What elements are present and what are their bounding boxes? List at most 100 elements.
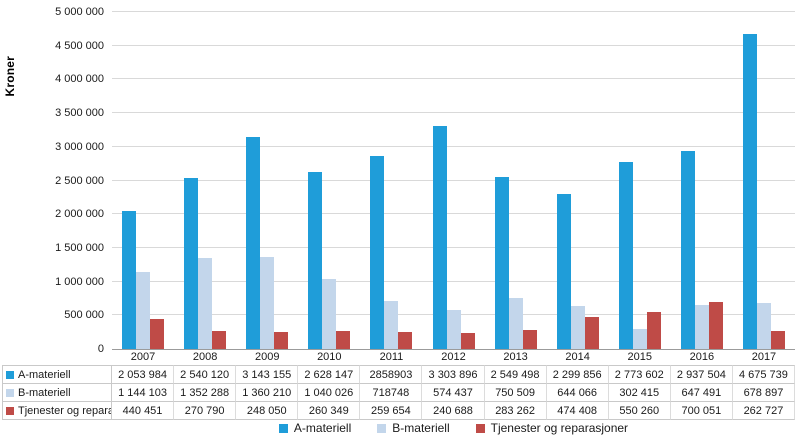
x-axis-label: 2012	[441, 351, 466, 363]
bar-Tjenester og reparasjoner-2009	[274, 332, 289, 349]
y-tick-label: 2 000 000	[55, 208, 104, 221]
bar-B-materiell-2011	[384, 300, 399, 349]
gridline	[112, 280, 795, 282]
bar-A-materiell-2015	[618, 162, 633, 349]
series-row-header: Tjenester og reparasjoner	[2, 402, 112, 420]
table-cell: 440 451	[112, 402, 175, 420]
bar-Tjenester og reparasjoner-2015	[646, 311, 661, 349]
legend-item: A-materiell	[278, 421, 351, 435]
x-axis-label: 2015	[627, 351, 652, 363]
bar-B-materiell-2012	[446, 310, 461, 349]
legend-item: Tjenester og reparasjoner	[475, 421, 629, 435]
x-axis-label: 2017	[751, 351, 777, 363]
table-cell: 647 491	[670, 384, 733, 402]
bar-Tjenester og reparasjoner-2008	[212, 330, 227, 349]
bar-group-2013	[485, 12, 547, 349]
bar-group-2010	[298, 12, 360, 349]
table-cell: 718748	[360, 384, 423, 402]
x-axis-label: 2009	[254, 351, 280, 363]
series-key-icon	[6, 388, 14, 397]
series-row-header: B-materiell	[2, 384, 112, 402]
bar-B-materiell-2008	[198, 257, 213, 349]
y-tick-label: 5 000 000	[55, 6, 104, 18]
legend-key-icon	[377, 423, 387, 433]
y-tick-label: 500 000	[64, 309, 104, 322]
table-cell: 1 144 103	[112, 384, 175, 402]
bar-A-materiell-2016	[680, 151, 695, 349]
legend-label: B-materiell	[392, 421, 450, 435]
y-tick-label: 0	[97, 343, 104, 355]
bar-A-materiell-2013	[494, 177, 509, 349]
table-cell: 3 143 155	[236, 365, 299, 384]
bar-B-materiell-2013	[508, 298, 523, 349]
gridline	[112, 179, 795, 181]
bar-B-materiell-2007	[136, 271, 151, 349]
table-cell: 550 260	[608, 402, 671, 420]
legend-label: Tjenester og reparasjoner	[490, 421, 629, 435]
table-cell: 1 352 288	[174, 384, 237, 402]
table-cell: 3 303 896	[422, 365, 485, 384]
table-cell: 248 050	[236, 402, 299, 420]
series-row-header: A-materiell	[2, 365, 112, 384]
bar-Tjenester og reparasjoner-2010	[336, 331, 351, 349]
table-cell: 474 408	[546, 402, 609, 420]
table-cell: 283 262	[484, 402, 547, 420]
gridline	[112, 246, 795, 248]
bar-group-2012	[422, 12, 484, 349]
bar-B-materiell-2016	[694, 305, 709, 349]
x-axis-label: 2016	[689, 351, 715, 363]
bar-Tjenester og reparasjoner-2011	[398, 331, 413, 349]
gridline	[112, 44, 795, 46]
bar-group-2015	[609, 12, 671, 349]
series-row-label: A-materiell	[18, 368, 71, 381]
y-tick-label: 2 500 000	[55, 174, 104, 187]
bar-A-materiell-2009	[246, 137, 261, 349]
data-table: 2007 2008 2009 2010 2011 2012 2013 2014 2015 2016…	[2, 349, 795, 420]
x-axis-label: 2011	[379, 351, 404, 363]
y-tick-label: 1 500 000	[55, 241, 104, 254]
y-tick-label: 4 500 000	[55, 39, 104, 52]
table-cell: 2 628 147	[298, 365, 361, 384]
bar-B-materiell-2014	[570, 305, 585, 349]
table-cell: 2 937 504	[670, 365, 733, 384]
table-cell: 2 773 602	[608, 365, 671, 384]
x-axis-label: 2010	[317, 351, 342, 363]
series-key-icon	[6, 406, 14, 415]
table-cell: 2 053 984	[112, 365, 175, 384]
bar-group-2008	[174, 12, 236, 349]
bar-A-materiell-2017	[742, 33, 757, 349]
bar-Tjenester og reparasjoner-2016	[708, 301, 723, 349]
table-cell: 2 299 856	[546, 365, 609, 384]
table-cell: 262 727	[732, 402, 795, 420]
bar-group-2014	[547, 12, 609, 349]
series-row-label: Tjenester og reparasjoner	[18, 404, 112, 417]
bar-group-2016	[671, 12, 733, 349]
bar-A-materiell-2008	[184, 177, 199, 349]
table-cell: 302 415	[608, 384, 671, 402]
table-cell: 240 688	[422, 402, 485, 420]
bar-A-materiell-2012	[432, 126, 447, 349]
bar-Tjenester og reparasjoner-2014	[584, 317, 599, 349]
bar-group-2011	[360, 12, 422, 349]
x-axis-label: 2013	[503, 351, 528, 363]
bar-A-materiell-2007	[122, 210, 137, 349]
table-cell: 700 051	[670, 402, 733, 420]
table-cell: 260 349	[298, 402, 361, 420]
gridline	[112, 112, 795, 114]
y-axis-tick-labels: 5 000 000 4 500 000 4 000 000 3 500 000 3 00…	[0, 6, 104, 355]
y-tick-label: 3 500 000	[55, 107, 104, 120]
table-cell: 644 066	[546, 384, 609, 402]
table-cell: 259 654	[360, 402, 423, 420]
table-cell: 2858903	[360, 365, 423, 384]
table-cell: 1 360 210	[236, 384, 299, 402]
table-cell: 678 897	[732, 384, 795, 402]
bar-group-2017	[733, 12, 795, 349]
bar-A-materiell-2014	[556, 194, 571, 349]
bar-B-materiell-2009	[260, 257, 275, 349]
table-cell: 574 437	[422, 384, 485, 402]
x-axis-label: 2014	[565, 351, 590, 363]
bar-groups	[112, 12, 795, 349]
bar-Tjenester og reparasjoner-2017	[770, 331, 785, 349]
gridline	[112, 11, 795, 12]
table-cell: 4 675 739	[732, 365, 795, 384]
